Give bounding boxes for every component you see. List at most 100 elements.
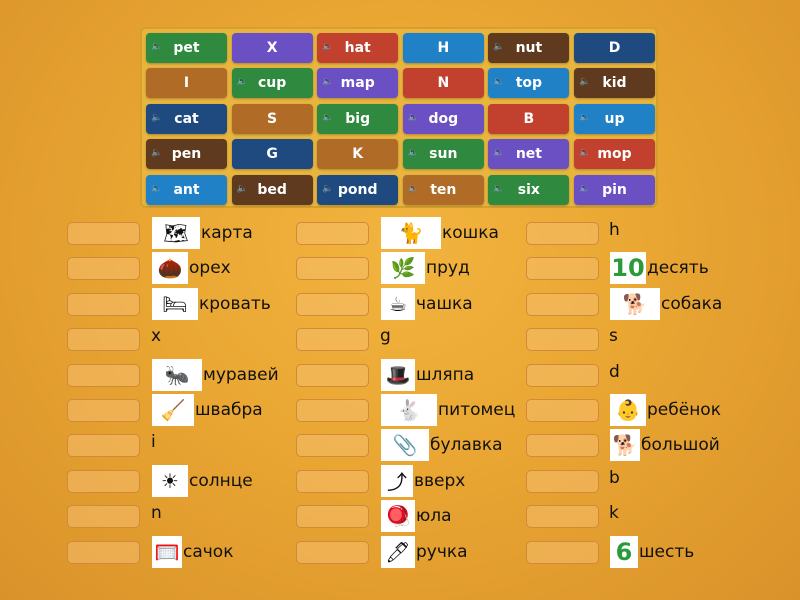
speaker-icon[interactable]: 🔈 xyxy=(579,77,591,88)
word-tile[interactable]: 🔈 six xyxy=(488,174,570,205)
item-label: s xyxy=(609,326,618,347)
drop-zone[interactable] xyxy=(67,292,140,316)
word-tile[interactable]: 🔈 pin xyxy=(574,174,655,205)
word-tile[interactable]: N xyxy=(402,68,484,99)
speaker-icon[interactable]: 🔈 xyxy=(151,148,163,159)
drop-zone[interactable] xyxy=(526,399,599,422)
word-tile[interactable]: 🔈 ten xyxy=(402,174,484,205)
speaker-icon[interactable]: 🔈 xyxy=(151,183,163,194)
speaker-icon[interactable]: 🔈 xyxy=(322,112,334,123)
drop-zone[interactable] xyxy=(67,222,140,245)
speaker-icon[interactable]: 🔈 xyxy=(493,42,505,52)
speaker-icon[interactable]: 🔈 xyxy=(322,42,334,52)
drop-zone[interactable] xyxy=(296,328,369,352)
speaker-icon[interactable]: 🔈 xyxy=(151,42,163,52)
word-tile[interactable]: I xyxy=(146,68,227,99)
tile-label: H xyxy=(437,40,450,56)
word-tile[interactable]: 🔈 mop xyxy=(574,139,655,170)
speaker-icon[interactable]: 🔈 xyxy=(151,112,163,123)
drop-zone[interactable] xyxy=(526,222,599,245)
drop-zone[interactable] xyxy=(296,540,369,564)
drop-zone[interactable] xyxy=(296,292,369,316)
match-item: i xyxy=(151,426,156,458)
word-tile[interactable]: 🔈 up xyxy=(574,103,655,134)
match-item: 🧹 швабра xyxy=(152,394,263,426)
speaker-icon[interactable]: 🔈 xyxy=(493,148,505,159)
ant-image: 🐜 xyxy=(152,358,202,391)
word-tile[interactable]: D xyxy=(574,33,655,63)
drop-zone[interactable] xyxy=(526,257,599,281)
word-tile[interactable]: 🔈 dog xyxy=(402,103,484,134)
drop-zone[interactable] xyxy=(67,505,140,529)
word-tile[interactable]: 🔈 pet xyxy=(146,33,227,63)
word-tile[interactable]: 🔈 bed xyxy=(231,174,313,205)
item-label: ручка xyxy=(416,541,468,562)
drop-zone[interactable] xyxy=(526,328,599,352)
tile-label: bed xyxy=(257,181,287,198)
speaker-icon[interactable]: 🔈 xyxy=(407,183,420,194)
drop-zone[interactable] xyxy=(67,434,140,458)
word-tile[interactable]: S xyxy=(231,103,313,134)
word-tile[interactable]: 🔈 net xyxy=(488,139,570,170)
drop-zone[interactable] xyxy=(526,292,599,316)
item-label: шляпа xyxy=(416,364,475,385)
drop-zone[interactable] xyxy=(526,363,599,387)
word-tile[interactable]: 🔈 ant xyxy=(146,174,227,205)
item-label: булавка xyxy=(430,435,503,456)
item-label: g xyxy=(380,326,391,347)
drop-zone[interactable] xyxy=(67,328,140,352)
word-tile[interactable]: 🔈 cat xyxy=(146,103,227,134)
drop-zone[interactable] xyxy=(67,257,140,281)
drop-zone[interactable] xyxy=(296,222,369,245)
word-tile[interactable]: 🔈 pond xyxy=(317,174,399,205)
word-tile[interactable]: 🔈 nut xyxy=(488,33,570,63)
drop-zone[interactable] xyxy=(296,257,369,281)
drop-zone[interactable] xyxy=(526,540,599,564)
item-label: шесть xyxy=(639,541,695,562)
speaker-icon[interactable]: 🔈 xyxy=(236,183,248,194)
word-tile[interactable]: K xyxy=(317,139,399,170)
word-tile[interactable]: 🔈 pen xyxy=(146,139,227,170)
drop-zone[interactable] xyxy=(296,469,369,493)
drop-zone[interactable] xyxy=(67,363,140,387)
drop-zone[interactable] xyxy=(526,434,599,458)
drop-zone[interactable] xyxy=(67,540,140,564)
word-tile[interactable]: H xyxy=(402,33,484,63)
word-tile[interactable]: 🔈 sun xyxy=(402,139,484,170)
ten-image: 10 xyxy=(610,252,646,285)
drop-zone[interactable] xyxy=(296,434,369,458)
item-label: ребёнок xyxy=(647,400,721,420)
word-tile[interactable]: X xyxy=(231,33,313,63)
word-tile[interactable]: 🔈 map xyxy=(317,68,399,99)
word-tile[interactable]: G xyxy=(231,139,313,170)
word-tile[interactable]: 🔈 kid xyxy=(574,68,655,99)
match-item: 🌰 орех xyxy=(152,252,231,285)
tile-label: up xyxy=(604,110,625,127)
speaker-icon[interactable]: 🔈 xyxy=(322,77,334,88)
speaker-icon[interactable]: 🔈 xyxy=(579,148,591,159)
speaker-icon[interactable]: 🔈 xyxy=(407,112,420,123)
word-tile[interactable]: 🔈 cup xyxy=(231,68,313,99)
item-label: кровать xyxy=(199,293,271,314)
drop-zone[interactable] xyxy=(296,363,369,387)
speaker-icon[interactable]: 🔈 xyxy=(493,183,505,194)
speaker-icon[interactable]: 🔈 xyxy=(322,183,334,194)
speaker-icon[interactable]: 🔈 xyxy=(579,183,591,194)
word-tile[interactable]: 🔈 hat xyxy=(317,33,399,63)
speaker-icon[interactable]: 🔈 xyxy=(407,148,420,159)
drop-zone[interactable] xyxy=(526,469,599,493)
match-item: s xyxy=(609,320,618,352)
word-tile[interactable]: B xyxy=(488,103,570,134)
drop-zone[interactable] xyxy=(67,399,140,422)
drop-zone[interactable] xyxy=(296,505,369,529)
speaker-icon[interactable]: 🔈 xyxy=(236,77,248,88)
drop-zone[interactable] xyxy=(296,399,369,422)
speaker-icon[interactable]: 🔈 xyxy=(493,77,505,88)
tile-label: ten xyxy=(430,181,457,198)
speaker-icon[interactable]: 🔈 xyxy=(579,112,591,123)
word-tile[interactable]: 🔈 big xyxy=(317,103,399,134)
drop-zone[interactable] xyxy=(67,469,140,493)
item-label: b xyxy=(609,467,620,488)
drop-zone[interactable] xyxy=(526,505,599,529)
word-tile[interactable]: 🔈 top xyxy=(488,68,570,99)
